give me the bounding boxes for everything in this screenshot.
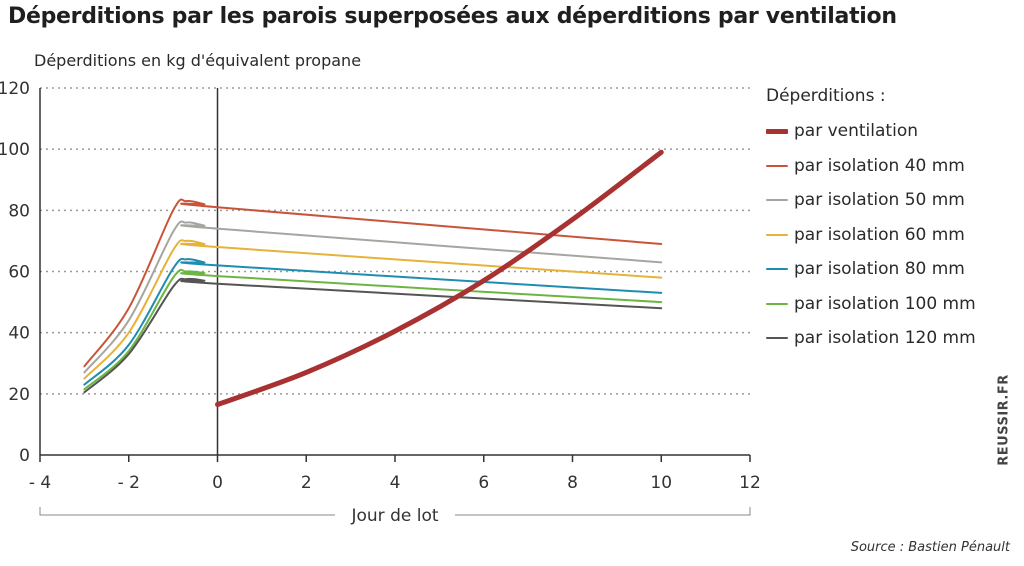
x-label-bracket-left (39, 507, 335, 516)
x-tick-label: 10 (650, 473, 672, 493)
chart-title: Déperditions par les parois superposées … (8, 4, 897, 29)
credit-label: REUSSIR.FR (996, 374, 1012, 466)
source-note: Source : Bastien Pénault (850, 540, 1010, 555)
legend-label: par isolation 100 mm (794, 293, 976, 314)
legend-swatch (766, 302, 788, 305)
legend-item: par isolation 50 mm (766, 183, 976, 218)
legend-item: par ventilation (766, 114, 976, 149)
y-tick-label: 100 (0, 140, 30, 160)
x-tick-label: - 4 (29, 473, 51, 493)
series-line-par-isolation-100-mm (83, 268, 663, 391)
legend-label: par isolation 80 mm (794, 259, 965, 280)
y-axis-label: Déperditions en kg d'équivalent propane (34, 51, 362, 70)
tick-labels: 0 20 40 60 80 100 120 - 4 - 2 0 2 4 6 8 10 12 (0, 79, 761, 493)
x-tick-label: 4 (390, 473, 401, 493)
series-line-par-isolation-50-mm (83, 220, 663, 374)
legend-swatch (766, 268, 788, 271)
legend-item: par isolation 100 mm (766, 287, 976, 322)
x-tick-label: - 2 (118, 473, 140, 493)
legend-swatch (766, 199, 788, 202)
legend-label: par isolation 50 mm (794, 190, 965, 211)
y-tick-label: 20 (8, 385, 30, 405)
legend-swatch (766, 337, 788, 340)
legend-label: par isolation 40 mm (794, 155, 965, 176)
legend-item: par isolation 60 mm (766, 218, 976, 253)
series-line-par-isolation-40-mm (83, 198, 663, 368)
legend-label: par isolation 60 mm (794, 224, 965, 245)
legend-swatch (766, 164, 788, 167)
legend-title: Déperditions : (766, 86, 886, 106)
legend-label: par isolation 120 mm (794, 328, 976, 349)
x-tick-label: 0 (212, 473, 223, 493)
y-tick-label: 0 (19, 446, 30, 466)
grid-lines (40, 87, 750, 395)
x-tick-label: 2 (301, 473, 312, 493)
y-tick-label: 120 (0, 79, 30, 99)
x-tick-label: 12 (739, 473, 761, 493)
series-line-par-isolation-80-mm (83, 257, 663, 386)
y-tick-label: 40 (8, 324, 30, 344)
series-line-par-isolation-120-mm (83, 277, 663, 394)
legend-item: par isolation 120 mm (766, 321, 976, 356)
legend: par ventilation par isolation 40 mm par is… (766, 114, 976, 356)
legend-item: par isolation 80 mm (766, 252, 976, 287)
x-tick-label: 6 (478, 473, 489, 493)
legend-swatch (766, 233, 788, 236)
x-axis-label: Jour de lot (350, 506, 438, 526)
legend-label: par ventilation (794, 121, 918, 142)
series-line-par-isolation-60-mm (83, 239, 663, 380)
axes (39, 88, 751, 462)
legend-item: par isolation 40 mm (766, 149, 976, 184)
x-axis-label-group: Jour de lot (39, 506, 751, 526)
series-line-par-ventilation (215, 149, 664, 408)
x-tick-label: 8 (567, 473, 578, 493)
legend-swatch (766, 128, 788, 134)
x-label-bracket-right (455, 507, 751, 516)
y-tick-label: 60 (8, 263, 30, 283)
y-tick-label: 80 (8, 201, 30, 221)
series-lines (83, 149, 664, 408)
